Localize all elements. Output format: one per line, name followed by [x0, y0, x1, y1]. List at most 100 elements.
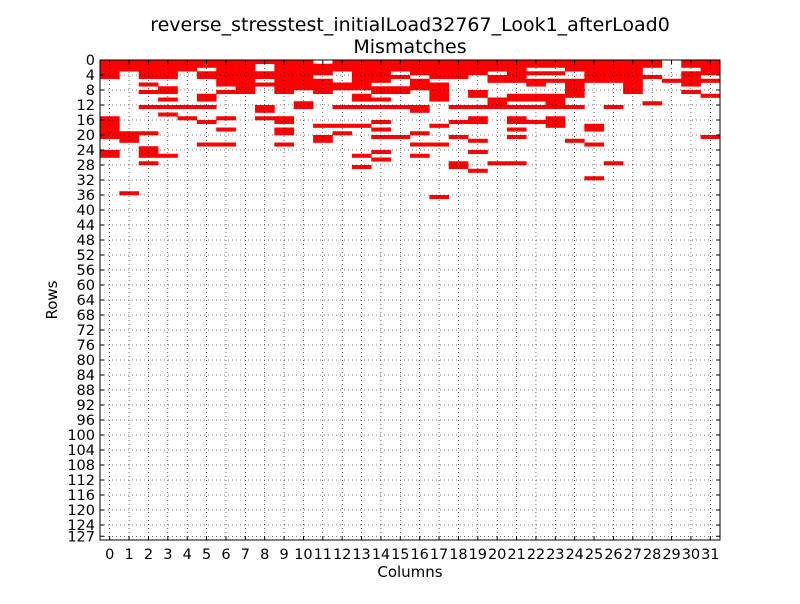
mismatch-cell — [487, 101, 508, 106]
x-tick-label: 22 — [527, 547, 545, 563]
mismatch-cell — [603, 105, 624, 110]
mismatch-cell — [119, 131, 140, 136]
mismatch-cell — [468, 105, 488, 110]
mismatch-cell — [468, 63, 488, 68]
x-tick-label: 28 — [643, 547, 661, 563]
mismatch-cell — [487, 67, 508, 72]
mismatch-cell — [293, 101, 314, 106]
y-tick-label: 28 — [77, 158, 95, 174]
y-tick-label: 92 — [77, 398, 95, 414]
mismatch-cell — [216, 71, 236, 76]
mismatch-cell — [468, 116, 488, 121]
mismatch-cell — [584, 176, 605, 181]
mismatch-cell — [235, 71, 256, 76]
mismatch-cell — [410, 108, 430, 113]
mismatch-cell — [158, 75, 178, 80]
x-tick-label: 11 — [314, 547, 332, 563]
mismatch-cell — [545, 120, 566, 125]
mismatch-cell — [565, 67, 585, 72]
mismatch-cell — [642, 63, 663, 68]
mismatch-cell — [332, 63, 353, 68]
mismatch-cell — [177, 116, 198, 121]
mismatch-cell — [100, 67, 120, 72]
mismatch-cell — [448, 75, 469, 80]
mismatch-cell — [332, 123, 353, 128]
mismatch-cell — [293, 63, 314, 68]
mismatch-cell — [487, 75, 508, 80]
mismatch-cell — [565, 63, 585, 68]
y-tick-label: 52 — [77, 248, 95, 264]
mismatch-cell — [545, 93, 566, 98]
mismatch-cell — [371, 97, 391, 102]
mismatch-cell — [138, 131, 159, 136]
y-tick-label: 100 — [67, 428, 95, 444]
mismatch-cell — [623, 71, 643, 76]
mismatch-cell — [351, 71, 372, 76]
mismatch-cell — [158, 105, 178, 110]
mismatch-cell — [351, 75, 372, 80]
mismatch-cell — [351, 105, 372, 110]
mismatch-cell — [506, 161, 527, 166]
mismatch-cell — [138, 67, 159, 72]
mismatch-cell — [468, 120, 488, 125]
mismatch-cell — [429, 67, 450, 72]
y-tick-label: 116 — [67, 488, 95, 504]
x-tick-label: 19 — [469, 547, 487, 563]
mismatch-cell — [255, 71, 275, 76]
mismatch-cell — [700, 93, 721, 98]
y-tick-label: 72 — [77, 323, 95, 339]
mismatch-cell — [138, 63, 159, 68]
mismatch-cell — [506, 75, 527, 80]
mismatch-cell — [623, 63, 643, 68]
mismatch-cell — [584, 75, 605, 80]
mismatch-cell — [506, 97, 527, 102]
mismatch-cell — [526, 97, 546, 102]
mismatch-cell — [255, 75, 275, 80]
mismatch-cell — [448, 135, 469, 140]
mismatch-cell — [371, 71, 391, 76]
mismatch-cell — [216, 116, 236, 121]
mismatch-cell — [196, 97, 217, 102]
x-tick-label: 15 — [391, 547, 409, 563]
y-tick-label: 32 — [77, 173, 95, 189]
mismatch-cell — [565, 105, 585, 110]
mismatch-cell — [100, 127, 120, 132]
mismatch-cell — [274, 127, 295, 132]
y-tick-label: 80 — [77, 353, 95, 369]
mismatch-cell — [681, 75, 701, 80]
x-tick-label: 18 — [449, 547, 467, 563]
mismatch-cell — [390, 75, 411, 80]
mismatch-cell — [293, 71, 314, 76]
mismatch-cell — [100, 120, 120, 125]
mismatch-cell — [410, 153, 430, 158]
mismatch-cell — [468, 168, 488, 173]
mismatch-cell — [138, 105, 159, 110]
mismatch-cell — [351, 63, 372, 68]
mismatch-cell — [216, 67, 236, 72]
y-tick-label: 60 — [77, 278, 95, 294]
mismatch-cell — [313, 71, 333, 76]
mismatch-cell — [371, 157, 391, 162]
mismatch-cell — [351, 93, 372, 98]
mismatch-cell — [313, 135, 333, 140]
y-tick-label: 76 — [77, 338, 95, 354]
mismatch-cell — [448, 71, 469, 76]
y-axis-label: Rows — [43, 280, 61, 319]
mismatch-cell — [584, 67, 605, 72]
x-tick-label: 25 — [585, 547, 603, 563]
mismatch-cell — [255, 105, 275, 110]
mismatch-cell — [410, 131, 430, 136]
mismatch-cell — [274, 75, 295, 80]
mismatch-cell — [332, 105, 353, 110]
mismatch-cell — [429, 71, 450, 76]
mismatch-cell — [487, 105, 508, 110]
x-tick-label: 24 — [565, 547, 583, 563]
x-tick-label: 26 — [604, 547, 622, 563]
x-tick-label: 1 — [124, 547, 133, 563]
mismatch-cell — [351, 97, 372, 102]
mismatch-cell — [506, 116, 527, 121]
y-tick-label: 96 — [77, 413, 95, 429]
mismatch-cell — [390, 135, 411, 140]
mismatch-cell — [623, 67, 643, 72]
